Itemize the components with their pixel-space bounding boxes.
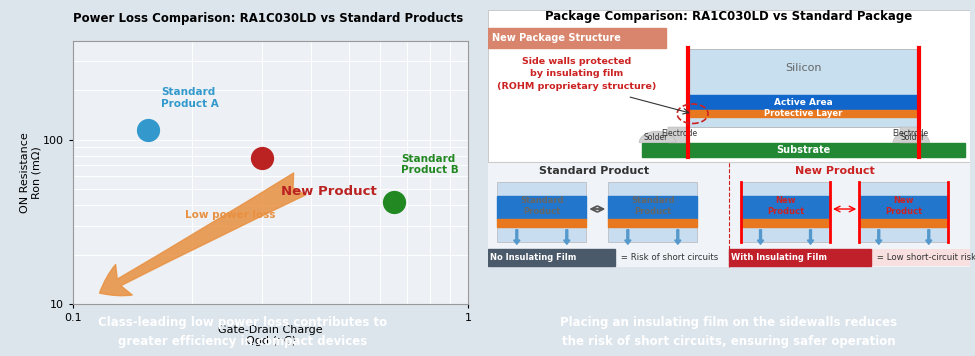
FancyBboxPatch shape xyxy=(608,219,697,227)
Text: New Product: New Product xyxy=(281,185,376,198)
Text: Solder: Solder xyxy=(644,133,668,142)
Text: Active Area: Active Area xyxy=(774,98,833,107)
Text: No Insulating Film: No Insulating Film xyxy=(489,253,576,262)
Text: New Package Structure: New Package Structure xyxy=(492,33,621,43)
FancyBboxPatch shape xyxy=(687,95,919,110)
FancyBboxPatch shape xyxy=(729,248,975,266)
Text: Substrate: Substrate xyxy=(776,145,831,155)
Text: Placing an insulating film on the sidewalls reduces
the risk of short circuits, : Placing an insulating film on the sidewa… xyxy=(561,316,897,348)
Text: Low power loss: Low power loss xyxy=(185,210,276,220)
FancyBboxPatch shape xyxy=(497,182,586,242)
Point xyxy=(140,127,156,133)
Point xyxy=(254,155,269,161)
Text: With Insulating Film: With Insulating Film xyxy=(731,253,827,262)
Text: New Product: New Product xyxy=(796,166,875,177)
Text: Class-leading low power loss contributes to
greater efficiency in compact device: Class-leading low power loss contributes… xyxy=(98,316,387,348)
Text: = Risk of short circuits: = Risk of short circuits xyxy=(618,253,718,262)
FancyBboxPatch shape xyxy=(497,219,586,227)
FancyBboxPatch shape xyxy=(488,248,615,266)
Point xyxy=(386,199,402,205)
FancyArrow shape xyxy=(758,230,763,244)
FancyBboxPatch shape xyxy=(900,126,920,143)
Text: Standard
Product A: Standard Product A xyxy=(162,87,219,109)
FancyBboxPatch shape xyxy=(488,162,970,267)
FancyArrow shape xyxy=(876,230,882,244)
FancyBboxPatch shape xyxy=(741,196,830,219)
FancyBboxPatch shape xyxy=(741,219,830,227)
FancyBboxPatch shape xyxy=(488,10,970,162)
Text: New
Product: New Product xyxy=(885,196,922,216)
X-axis label: Gate-Drain Charge
Qgd (nC): Gate-Drain Charge Qgd (nC) xyxy=(218,325,323,346)
Text: = Low short-circuit risk: = Low short-circuit risk xyxy=(874,253,975,262)
Text: New
Product: New Product xyxy=(767,196,804,216)
Text: Standard
Product B: Standard Product B xyxy=(401,154,458,176)
Text: Standard
Product: Standard Product xyxy=(520,196,564,216)
FancyArrow shape xyxy=(925,230,932,244)
FancyBboxPatch shape xyxy=(642,143,965,157)
Wedge shape xyxy=(893,131,929,143)
FancyBboxPatch shape xyxy=(687,110,919,117)
Text: Protective Layer: Protective Layer xyxy=(764,109,842,118)
FancyBboxPatch shape xyxy=(859,196,949,219)
Text: Side walls protected
by insulating film
(ROHM proprietary structure): Side walls protected by insulating film … xyxy=(497,57,656,90)
Text: Standard
Product: Standard Product xyxy=(631,196,675,216)
Text: Package Comparison: RA1C030LD vs Standard Package: Package Comparison: RA1C030LD vs Standar… xyxy=(545,10,913,23)
FancyBboxPatch shape xyxy=(608,196,697,219)
FancyBboxPatch shape xyxy=(488,28,666,48)
FancyBboxPatch shape xyxy=(729,248,872,266)
FancyBboxPatch shape xyxy=(669,126,688,143)
Wedge shape xyxy=(639,131,676,143)
Text: Silicon: Silicon xyxy=(786,63,822,73)
FancyBboxPatch shape xyxy=(608,182,697,242)
FancyBboxPatch shape xyxy=(497,196,586,219)
FancyArrow shape xyxy=(625,230,631,244)
FancyBboxPatch shape xyxy=(741,182,830,242)
FancyArrow shape xyxy=(807,230,814,244)
Text: Standard Product: Standard Product xyxy=(538,166,648,177)
FancyBboxPatch shape xyxy=(687,49,919,127)
FancyBboxPatch shape xyxy=(859,219,949,227)
FancyBboxPatch shape xyxy=(859,182,949,242)
FancyArrow shape xyxy=(564,230,570,244)
FancyArrow shape xyxy=(675,230,681,244)
Text: Solder: Solder xyxy=(901,133,925,142)
Text: Power Loss Comparison: RA1C030LD vs Standard Products: Power Loss Comparison: RA1C030LD vs Stan… xyxy=(73,12,463,26)
FancyArrow shape xyxy=(514,230,520,244)
Y-axis label: ON Resistance
Ron (mΩ): ON Resistance Ron (mΩ) xyxy=(20,132,42,213)
Text: Electrode: Electrode xyxy=(892,129,928,138)
Text: Electrode: Electrode xyxy=(661,129,697,138)
